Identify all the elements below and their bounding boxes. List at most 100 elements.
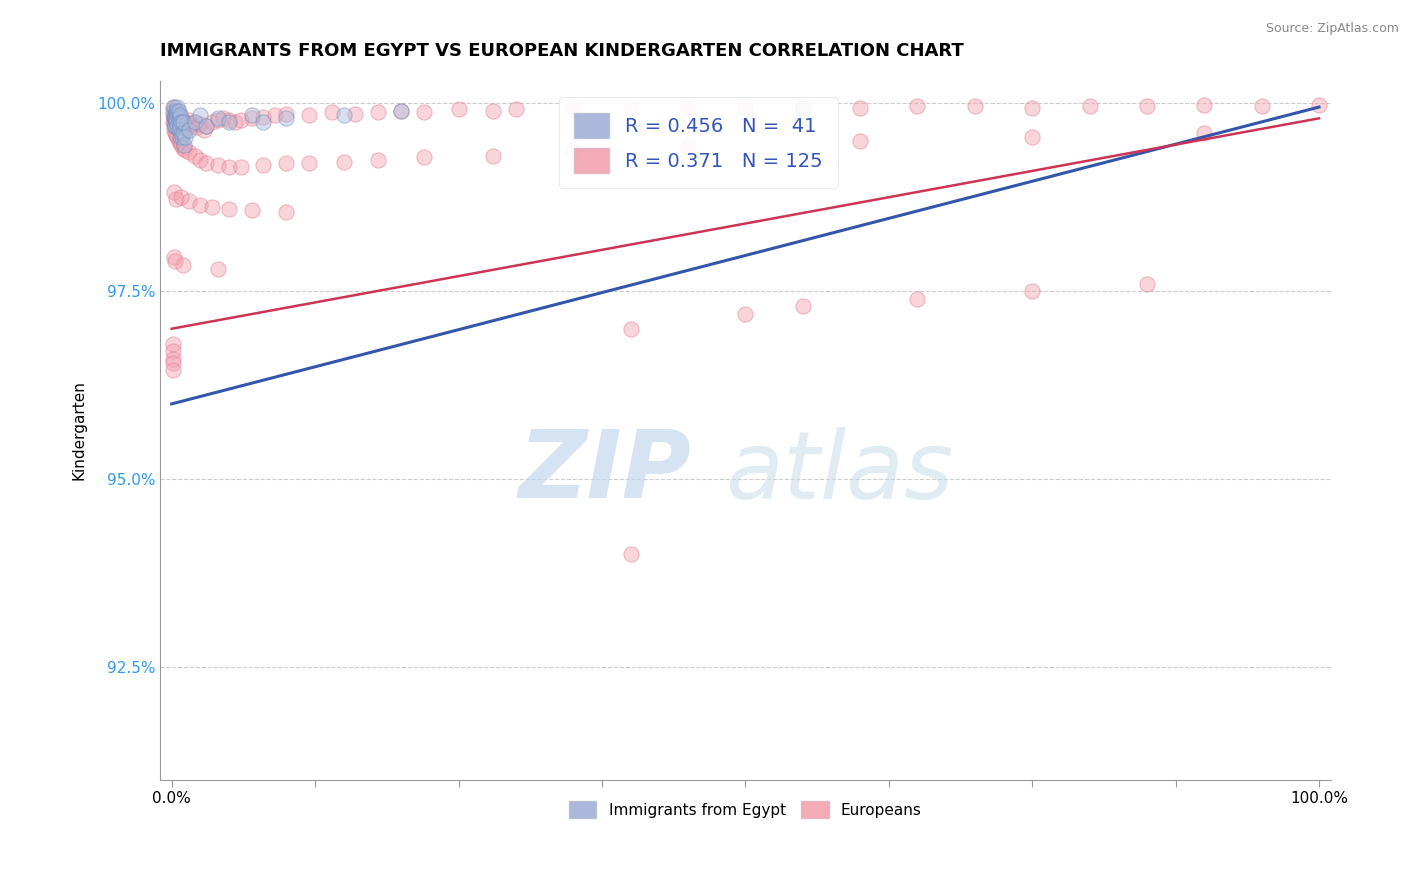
Point bbox=[224, 115, 246, 129]
Point bbox=[162, 103, 184, 118]
Point bbox=[172, 141, 194, 155]
Point bbox=[173, 137, 195, 152]
Point bbox=[170, 115, 193, 129]
Point bbox=[163, 115, 186, 129]
Point bbox=[172, 112, 194, 127]
Point bbox=[298, 107, 321, 121]
Point bbox=[166, 105, 188, 120]
Point bbox=[1021, 130, 1043, 145]
Point bbox=[183, 115, 205, 129]
Point bbox=[849, 101, 872, 115]
Point bbox=[186, 120, 208, 135]
Point bbox=[162, 336, 184, 351]
Point bbox=[167, 117, 190, 131]
Point bbox=[181, 117, 204, 131]
Point bbox=[482, 149, 505, 163]
Point bbox=[165, 112, 187, 126]
Point bbox=[367, 153, 389, 167]
Point bbox=[389, 103, 412, 118]
Point bbox=[207, 261, 229, 276]
Point bbox=[190, 117, 212, 131]
Point bbox=[165, 193, 187, 207]
Point bbox=[167, 120, 190, 135]
Point bbox=[177, 112, 200, 127]
Point bbox=[165, 112, 187, 126]
Point bbox=[177, 120, 200, 135]
Point bbox=[172, 120, 194, 135]
Point bbox=[170, 122, 193, 136]
Point bbox=[190, 107, 212, 121]
Point bbox=[163, 112, 186, 126]
Point bbox=[240, 202, 263, 217]
Point bbox=[734, 307, 756, 321]
Point bbox=[167, 107, 190, 121]
Point bbox=[447, 103, 470, 117]
Point bbox=[1078, 99, 1101, 113]
Point bbox=[276, 112, 298, 126]
Point bbox=[298, 156, 321, 170]
Point bbox=[252, 158, 274, 172]
Point bbox=[1136, 277, 1159, 291]
Point bbox=[207, 112, 229, 127]
Point bbox=[165, 119, 187, 133]
Point bbox=[177, 145, 200, 160]
Point bbox=[792, 101, 814, 115]
Point bbox=[620, 547, 643, 561]
Point bbox=[1021, 284, 1043, 298]
Point bbox=[1021, 101, 1043, 115]
Point bbox=[367, 105, 389, 120]
Text: IMMIGRANTS FROM EGYPT VS EUROPEAN KINDERGARTEN CORRELATION CHART: IMMIGRANTS FROM EGYPT VS EUROPEAN KINDER… bbox=[160, 42, 965, 60]
Point bbox=[170, 120, 193, 135]
Point bbox=[162, 355, 184, 369]
Point bbox=[240, 107, 263, 121]
Point bbox=[165, 107, 187, 121]
Point bbox=[167, 122, 190, 136]
Point bbox=[252, 115, 274, 129]
Point bbox=[177, 194, 200, 208]
Point bbox=[252, 110, 274, 124]
Point bbox=[849, 134, 872, 148]
Point bbox=[165, 112, 187, 126]
Point bbox=[167, 112, 190, 126]
Point bbox=[167, 115, 190, 129]
Point bbox=[166, 107, 188, 121]
Point bbox=[174, 115, 197, 129]
Point bbox=[1250, 99, 1272, 113]
Point bbox=[207, 158, 229, 172]
Point bbox=[218, 160, 240, 174]
Point bbox=[482, 103, 505, 118]
Point bbox=[413, 150, 436, 164]
Point bbox=[620, 103, 643, 117]
Point bbox=[172, 115, 194, 129]
Point bbox=[170, 137, 193, 152]
Point bbox=[165, 119, 187, 133]
Point bbox=[190, 198, 212, 212]
Point bbox=[163, 122, 186, 136]
Point bbox=[169, 130, 191, 145]
Point bbox=[174, 122, 197, 136]
Point bbox=[195, 119, 218, 133]
Point bbox=[163, 100, 186, 114]
Point bbox=[162, 351, 184, 366]
Point bbox=[172, 127, 194, 141]
Point bbox=[169, 107, 191, 121]
Point bbox=[165, 127, 187, 141]
Point bbox=[1136, 99, 1159, 113]
Point bbox=[162, 100, 184, 114]
Point bbox=[166, 130, 188, 145]
Point bbox=[190, 153, 212, 167]
Point bbox=[907, 99, 929, 113]
Point bbox=[165, 254, 187, 268]
Point bbox=[166, 119, 188, 133]
Point bbox=[333, 107, 356, 121]
Point bbox=[183, 115, 205, 129]
Point bbox=[792, 299, 814, 313]
Point bbox=[218, 115, 240, 129]
Point bbox=[166, 100, 188, 114]
Point bbox=[344, 107, 367, 121]
Point bbox=[162, 115, 184, 129]
Point bbox=[195, 119, 218, 133]
Point bbox=[276, 156, 298, 170]
Point bbox=[201, 115, 224, 129]
Point bbox=[169, 119, 191, 133]
